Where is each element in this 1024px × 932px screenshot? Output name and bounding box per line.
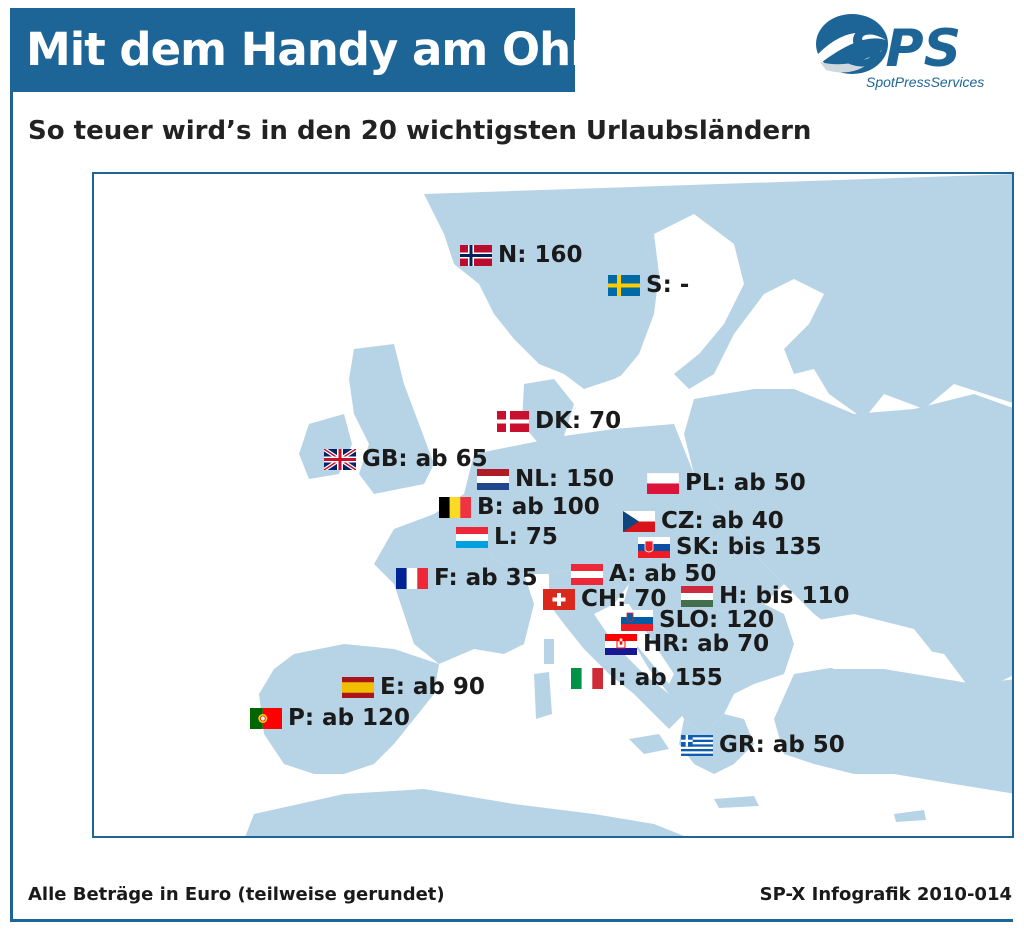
austria-flag <box>571 563 603 585</box>
croatia-flag <box>605 633 637 655</box>
spain-flag <box>342 676 374 698</box>
graphic-frame <box>10 8 1013 922</box>
label-i-text: I: ab 155 <box>609 665 723 691</box>
label-p: P: ab 120 <box>250 705 411 731</box>
hungary-flag <box>681 585 713 607</box>
italy-flag <box>571 667 603 689</box>
belgium-flag <box>439 496 471 518</box>
label-nl-text: NL: 150 <box>515 466 615 492</box>
label-sk: SK: bis 135 <box>638 534 822 560</box>
label-b-text: B: ab 100 <box>477 494 600 520</box>
label-s-text: S: - <box>646 272 690 298</box>
label-cz-text: CZ: ab 40 <box>661 508 784 534</box>
label-ch: CH: 70 <box>543 586 667 612</box>
label-n-text: N: 160 <box>498 242 583 268</box>
label-gr: GR: ab 50 <box>681 732 845 758</box>
label-ch-text: CH: 70 <box>581 586 667 612</box>
page-title: Mit dem Handy am Ohr <box>10 8 592 92</box>
footer-note: Alle Beträge in Euro (teilweise gerundet… <box>28 884 445 905</box>
label-l: L: 75 <box>456 524 558 550</box>
slovenia-flag <box>621 609 653 631</box>
label-p-text: P: ab 120 <box>288 705 411 731</box>
label-pl-text: PL: ab 50 <box>685 470 806 496</box>
label-a: A: ab 50 <box>571 561 717 587</box>
label-slo: SLO: 120 <box>621 607 775 633</box>
label-gb: GB: ab 65 <box>324 446 488 472</box>
slovakia-flag <box>638 536 670 558</box>
page-subtitle: So teuer wird’s in den 20 wichtigsten Ur… <box>28 116 812 146</box>
greece-flag <box>681 734 713 756</box>
label-dk: DK: 70 <box>497 408 622 434</box>
logo-tagline: SpotPressServices <box>866 74 985 90</box>
czech-flag <box>623 510 655 532</box>
logo-text: SPS <box>848 19 961 79</box>
luxembourg-flag <box>456 526 488 548</box>
label-n: N: 160 <box>460 242 583 268</box>
label-l-text: L: 75 <box>494 524 558 550</box>
netherlands-flag <box>477 468 509 490</box>
uk-flag <box>324 448 356 470</box>
poland-flag <box>647 472 679 494</box>
sps-logo: SPS <box>816 14 961 79</box>
label-f-text: F: ab 35 <box>434 565 538 591</box>
label-b: B: ab 100 <box>439 494 600 520</box>
sweden-flag <box>608 274 640 296</box>
label-s: S: - <box>608 272 690 298</box>
france-flag <box>396 567 428 589</box>
label-cz: CZ: ab 40 <box>623 508 784 534</box>
label-hr-text: HR: ab 70 <box>643 631 770 657</box>
footer-source: SP-X Infografik 2010-014 <box>759 884 1012 905</box>
map-land <box>245 174 1012 836</box>
label-h: H: bis 110 <box>681 583 850 609</box>
denmark-flag <box>497 410 529 432</box>
label-sk-text: SK: bis 135 <box>676 534 822 560</box>
label-i: I: ab 155 <box>571 665 723 691</box>
norway-flag <box>460 244 492 266</box>
label-hr: HR: ab 70 <box>605 631 770 657</box>
label-pl: PL: ab 50 <box>647 470 806 496</box>
label-nl: NL: 150 <box>477 466 615 492</box>
label-dk-text: DK: 70 <box>535 408 622 434</box>
portugal-flag <box>250 707 282 729</box>
label-a-text: A: ab 50 <box>609 561 717 587</box>
label-e: E: ab 90 <box>342 674 485 700</box>
europe-map <box>92 172 1014 838</box>
switzerland-flag <box>543 588 575 610</box>
label-h-text: H: bis 110 <box>719 583 850 609</box>
label-gb-text: GB: ab 65 <box>362 446 488 472</box>
label-gr-text: GR: ab 50 <box>719 732 845 758</box>
label-e-text: E: ab 90 <box>380 674 485 700</box>
label-slo-text: SLO: 120 <box>659 607 775 633</box>
label-f: F: ab 35 <box>396 565 538 591</box>
